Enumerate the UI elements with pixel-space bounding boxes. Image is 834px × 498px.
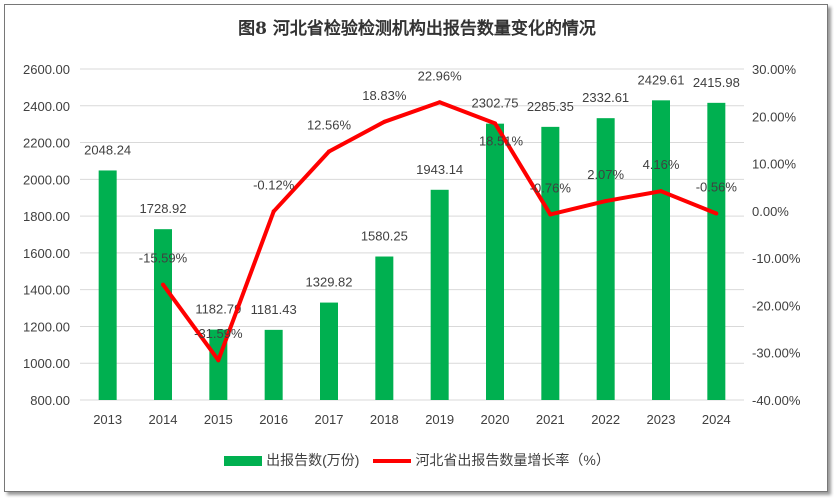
bar-data-label: 1943.14	[416, 162, 463, 177]
chart-frame	[4, 4, 828, 492]
line-point	[271, 209, 276, 214]
legend-label-line: 河北省出报告数量增长率（%）	[415, 452, 610, 468]
line-point	[327, 149, 331, 154]
bar	[98, 170, 117, 400]
y-tick-left: 2200.00	[23, 136, 70, 151]
line-data-label: 2.07%	[587, 167, 624, 182]
bar-data-label: 2429.61	[638, 72, 685, 87]
bar-data-label: 1580.25	[361, 229, 408, 244]
y-tick-right: -30.00%	[752, 346, 801, 361]
y-tick-left: 2400.00	[23, 99, 70, 114]
bar-data-label: 2302.75	[472, 96, 519, 111]
x-tick: 2019	[425, 412, 454, 427]
bar	[375, 256, 394, 400]
y-tick-right: 0.00%	[752, 204, 789, 219]
y-tick-left: 1400.00	[23, 283, 70, 298]
line-data-label: -15.59%	[139, 251, 188, 266]
legend-swatch-line	[373, 459, 412, 464]
y-tick-left: 2000.00	[23, 172, 70, 187]
chart-title: 图8 河北省检验检测机构出报告数量变化的情况	[238, 19, 596, 39]
line-data-label: -0.76%	[530, 180, 572, 195]
x-tick: 2020	[481, 412, 510, 427]
bar	[154, 229, 172, 400]
bar-data-label: 2415.98	[693, 75, 740, 90]
line-data-label: 12.56%	[307, 117, 352, 132]
y-tick-left: 800.00	[30, 393, 70, 408]
bar	[596, 118, 615, 401]
legend-swatch-bar	[224, 456, 263, 467]
line-data-label: 18.51%	[479, 133, 524, 148]
x-tick: 2015	[204, 412, 233, 427]
bar	[486, 123, 504, 400]
x-tick: 2017	[315, 412, 344, 427]
x-tick: 2022	[591, 412, 620, 427]
y-tick-right: 20.00%	[752, 109, 797, 124]
x-tick: 2023	[647, 412, 676, 427]
line-data-label: 22.96%	[418, 68, 463, 83]
line-point	[382, 119, 387, 124]
legend: 出报告数(万份) 河北省出报告数量增长率（%）	[0, 450, 834, 470]
y-tick-right: 30.00%	[752, 62, 797, 77]
bar	[320, 302, 338, 400]
y-tick-left: 1000.00	[23, 356, 70, 371]
bar-data-label: 2048.24	[84, 142, 131, 157]
bar	[707, 102, 726, 400]
y-tick-left: 1600.00	[23, 246, 70, 261]
bar	[430, 189, 449, 400]
bar-data-label: 1728.92	[140, 201, 187, 216]
bar	[264, 329, 283, 400]
bar	[541, 126, 560, 400]
line-data-label: -0.56%	[696, 180, 738, 195]
line-point	[437, 100, 442, 105]
x-tick: 2016	[259, 412, 288, 427]
legend-item-line: 河北省出报告数量增长率（%）	[373, 450, 610, 470]
x-tick: 2021	[536, 412, 565, 427]
y-tick-right: 10.00%	[752, 157, 797, 172]
bar-data-label: 1182.79	[195, 302, 241, 317]
line-data-label: -0.12%	[253, 177, 295, 192]
line-point	[216, 358, 221, 363]
line-point	[659, 189, 663, 194]
y-tick-left: 2600.00	[23, 62, 70, 77]
line-point	[161, 282, 165, 287]
legend-item-bar: 出报告数(万份)	[224, 450, 359, 470]
bar-data-label: 2285.35	[527, 99, 574, 114]
line-point	[548, 212, 553, 217]
line-data-label: 4.16%	[643, 157, 680, 172]
x-tick: 2013	[93, 412, 122, 427]
bar	[652, 100, 670, 400]
x-tick: 2014	[149, 412, 178, 427]
line-point	[603, 199, 608, 204]
x-tick: 2024	[702, 412, 731, 427]
y-tick-right: -10.00%	[752, 251, 801, 266]
bar-data-label: 1181.43	[251, 302, 297, 317]
y-tick-right: -20.00%	[752, 298, 801, 313]
line-point	[714, 211, 719, 216]
legend-label-bar: 出报告数(万份)	[266, 452, 360, 468]
bar-data-label: 1329.82	[306, 275, 353, 290]
bar-data-label: 2332.61	[582, 90, 629, 105]
y-tick-right: -40.00%	[752, 393, 801, 408]
line-point	[493, 121, 497, 126]
x-tick: 2018	[370, 412, 399, 427]
y-tick-left: 1200.00	[23, 319, 70, 334]
line-data-label: 18.83%	[362, 88, 407, 103]
y-tick-left: 1800.00	[23, 209, 70, 224]
line-data-label: -31.59%	[194, 326, 243, 341]
